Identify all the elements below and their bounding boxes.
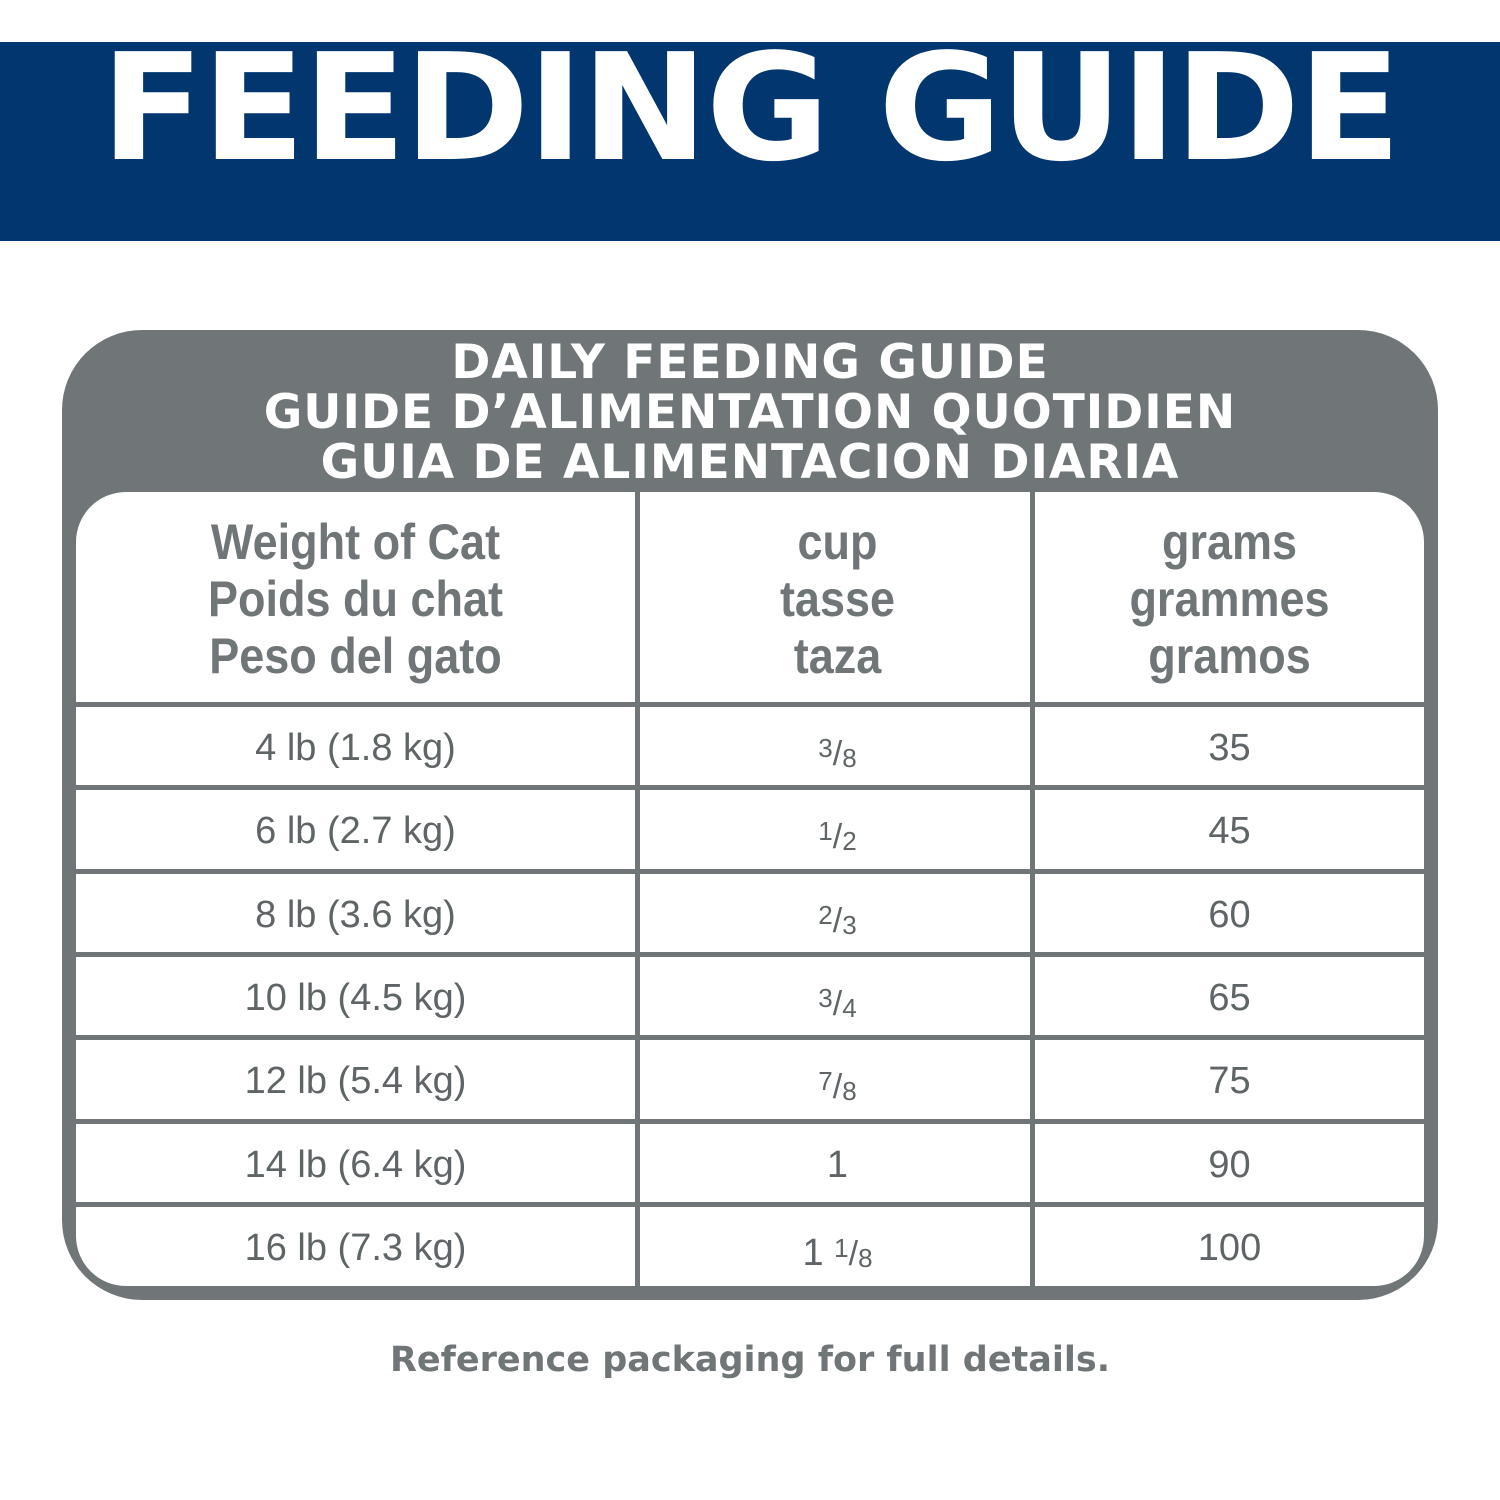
fraction-slash: / <box>832 735 843 773</box>
cup-whole: 1 <box>802 1231 824 1274</box>
cup-cell: 1 <box>640 1124 1035 1207</box>
column-divider <box>1030 492 1035 1286</box>
cup-whole: 1 <box>826 1143 849 1186</box>
cup-numerator: 2 <box>818 899 833 930</box>
fraction-slash: / <box>832 984 843 1023</box>
fraction-slash: / <box>848 1234 859 1273</box>
cup-numerator: 3 <box>818 733 833 763</box>
weight-cell: 4 lb (1.8 kg) <box>255 727 456 769</box>
weight-cell: 8 lb (3.6 kg) <box>255 893 456 936</box>
cup-cell: 1 1/8 <box>640 1207 1035 1286</box>
grams-cell: 75 <box>1208 1060 1251 1103</box>
header-line: tasse <box>779 571 896 627</box>
grams-cell: 65 <box>1208 976 1251 1019</box>
cup-cell: 1/2 <box>640 790 1035 873</box>
header-line: taza <box>793 628 882 684</box>
row-divider <box>76 1201 1424 1207</box>
header-line: grams <box>1161 514 1298 570</box>
weight-cell: 12 lb (5.4 kg) <box>244 1060 467 1103</box>
grams-cell: 45 <box>1208 810 1251 853</box>
footer-note: Reference packaging for full details. <box>389 1340 1111 1380</box>
header-line: Peso del gato <box>209 628 502 684</box>
column-divider <box>635 492 640 1286</box>
row-divider <box>76 702 1424 707</box>
grams-cell: 35 <box>1208 727 1251 769</box>
cup-denominator: 8 <box>842 1076 857 1107</box>
daily-feeding-guide-panel: DAILY FEEDING GUIDE GUIDE D’ALIMENTATION… <box>62 330 1438 1300</box>
row-divider <box>76 1118 1424 1124</box>
cup-cell: 2/3 <box>640 874 1035 957</box>
cup-denominator: 4 <box>842 992 857 1023</box>
grams-cell: 90 <box>1208 1143 1251 1186</box>
cup-numerator: 1 <box>834 1232 849 1263</box>
row-divider <box>76 868 1424 874</box>
header-line: cup <box>797 514 878 570</box>
cup-numerator: 1 <box>818 816 833 847</box>
fraction-slash: / <box>832 818 843 857</box>
cup-denominator: 8 <box>842 743 857 773</box>
weight-cell: 14 lb (6.4 kg) <box>244 1143 467 1186</box>
fraction-slash: / <box>832 901 843 940</box>
header-line: grammes <box>1129 571 1330 627</box>
feeding-table: Weight of Cat Poids du chat Peso del gato c… <box>76 492 1424 1286</box>
guide-title-en: DAILY FEEDING GUIDE <box>451 335 1049 390</box>
grams-cell: 100 <box>1197 1226 1262 1269</box>
banner-title: FEEDING GUIDE <box>100 22 1401 194</box>
cup-cell: 3/4 <box>640 957 1035 1040</box>
row-divider <box>76 785 1424 791</box>
row-divider <box>76 951 1424 957</box>
row-divider <box>76 1035 1424 1041</box>
header-cup: cup tasse taza <box>660 514 1016 685</box>
weight-cell: 6 lb (2.7 kg) <box>255 810 456 853</box>
fraction-slash: / <box>832 1068 843 1107</box>
header-grams: grams grammes gramos <box>1054 514 1404 685</box>
guide-title-fr: GUIDE D’ALIMENTATION QUOTIDIEN <box>263 385 1237 440</box>
weight-cell: 16 lb (7.3 kg) <box>244 1226 467 1269</box>
header-line: gramos <box>1148 628 1311 684</box>
cup-denominator: 2 <box>842 826 857 857</box>
header-line: Weight of Cat <box>210 514 501 570</box>
guide-title-es: GUIA DE ALIMENTACION DIARIA <box>320 435 1180 490</box>
header-line: Poids du chat <box>207 571 504 627</box>
feeding-guide-banner: FEEDING GUIDE <box>0 34 1500 241</box>
cup-numerator: 3 <box>818 982 833 1013</box>
cup-cell: 3/8 <box>640 707 1035 790</box>
grams-cell: 60 <box>1208 893 1251 936</box>
header-weight: Weight of Cat Poids du chat Peso del gato <box>104 514 607 685</box>
weight-cell: 10 lb (4.5 kg) <box>244 976 467 1019</box>
cup-numerator: 7 <box>818 1066 833 1097</box>
cup-cell: 7/8 <box>640 1040 1035 1123</box>
guide-title: DAILY FEEDING GUIDE GUIDE D’ALIMENTATION… <box>62 338 1438 488</box>
cup-denominator: 3 <box>842 909 857 940</box>
cup-denominator: 8 <box>858 1242 873 1273</box>
